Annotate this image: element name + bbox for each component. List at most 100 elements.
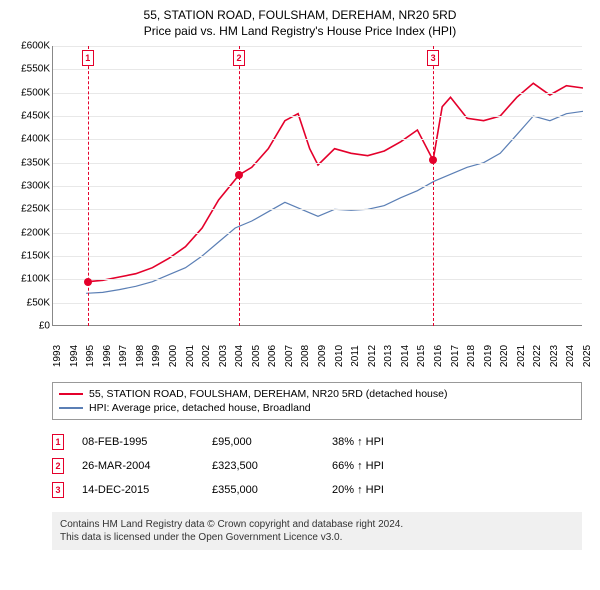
x-tick-label: 2017 bbox=[450, 345, 461, 367]
x-tick-label: 2010 bbox=[334, 345, 345, 367]
marker-dot bbox=[235, 171, 243, 179]
transaction-price: £355,000 bbox=[212, 484, 332, 496]
gridline bbox=[53, 209, 582, 210]
transaction-price: £95,000 bbox=[212, 436, 332, 448]
y-tick-label: £550K bbox=[21, 64, 50, 75]
gridline bbox=[53, 303, 582, 304]
marker-vline bbox=[239, 46, 240, 326]
transaction-pct: 20% ↑ HPI bbox=[332, 484, 452, 496]
legend-swatch bbox=[59, 393, 83, 395]
marker-box: 1 bbox=[82, 50, 94, 66]
x-tick-label: 2008 bbox=[300, 345, 311, 367]
x-tick-label: 2023 bbox=[549, 345, 560, 367]
legend-row: HPI: Average price, detached house, Broa… bbox=[59, 401, 575, 415]
marker-vline bbox=[433, 46, 434, 326]
y-tick-label: £350K bbox=[21, 157, 50, 168]
transaction-date: 14-DEC-2015 bbox=[82, 484, 212, 496]
x-tick-label: 1995 bbox=[85, 345, 96, 367]
gridline bbox=[53, 69, 582, 70]
marker-box: 2 bbox=[233, 50, 245, 66]
legend-swatch bbox=[59, 407, 83, 409]
transaction-table: 1 08-FEB-1995£95,00038% ↑ HPI 2 26-MAR-2004… bbox=[52, 430, 582, 502]
x-tick-label: 1997 bbox=[118, 345, 129, 367]
chart-area: £0 £50K £100K £150K £200K £250K £300K £350K £400… bbox=[10, 46, 590, 376]
x-tick-label: 2001 bbox=[185, 345, 196, 367]
transaction-row: 1 08-FEB-1995£95,00038% ↑ HPI bbox=[52, 430, 582, 454]
x-tick-label: 1994 bbox=[69, 345, 80, 367]
transaction-marker: 3 bbox=[52, 482, 64, 498]
x-tick-label: 2022 bbox=[532, 345, 543, 367]
x-tick-label: 2003 bbox=[218, 345, 229, 367]
x-tick-label: 1993 bbox=[52, 345, 63, 367]
transaction-row: 3 14-DEC-2015£355,00020% ↑ HPI bbox=[52, 478, 582, 502]
transaction-marker: 2 bbox=[52, 458, 64, 474]
x-tick-label: 2007 bbox=[284, 345, 295, 367]
x-tick-label: 2012 bbox=[367, 345, 378, 367]
y-tick-label: £400K bbox=[21, 134, 50, 145]
x-tick-label: 2002 bbox=[201, 345, 212, 367]
title-address: 55, STATION ROAD, FOULSHAM, DEREHAM, NR2… bbox=[10, 8, 590, 22]
x-tick-label: 2005 bbox=[251, 345, 262, 367]
footer-line1: Contains HM Land Registry data © Crown c… bbox=[60, 518, 574, 531]
footer-line2: This data is licensed under the Open Gov… bbox=[60, 531, 574, 544]
chart-titles: 55, STATION ROAD, FOULSHAM, DEREHAM, NR2… bbox=[10, 8, 590, 38]
x-tick-label: 1998 bbox=[135, 345, 146, 367]
x-tick-label: 2021 bbox=[516, 345, 527, 367]
footer-attribution: Contains HM Land Registry data © Crown c… bbox=[52, 512, 582, 550]
transaction-date: 08-FEB-1995 bbox=[82, 436, 212, 448]
y-tick-label: £600K bbox=[21, 41, 50, 52]
transaction-pct: 38% ↑ HPI bbox=[332, 436, 452, 448]
x-tick-label: 2016 bbox=[433, 345, 444, 367]
x-tick-label: 2009 bbox=[317, 345, 328, 367]
y-tick-label: £50K bbox=[27, 297, 50, 308]
transaction-row: 2 26-MAR-2004£323,50066% ↑ HPI bbox=[52, 454, 582, 478]
y-tick-label: £150K bbox=[21, 251, 50, 262]
legend-label: HPI: Average price, detached house, Broa… bbox=[89, 402, 311, 414]
plot-area: 1 2 3 bbox=[52, 46, 582, 326]
y-tick-label: £200K bbox=[21, 227, 50, 238]
marker-box: 3 bbox=[427, 50, 439, 66]
x-tick-label: 2004 bbox=[234, 345, 245, 367]
x-tick-label: 2024 bbox=[565, 345, 576, 367]
y-tick-label: £300K bbox=[21, 181, 50, 192]
marker-dot bbox=[84, 278, 92, 286]
gridline bbox=[53, 46, 582, 47]
gridline bbox=[53, 139, 582, 140]
legend: 55, STATION ROAD, FOULSHAM, DEREHAM, NR2… bbox=[52, 382, 582, 420]
x-tick-label: 1999 bbox=[151, 345, 162, 367]
legend-label: 55, STATION ROAD, FOULSHAM, DEREHAM, NR2… bbox=[89, 388, 447, 400]
y-tick-label: £500K bbox=[21, 87, 50, 98]
gridline bbox=[53, 93, 582, 94]
transaction-price: £323,500 bbox=[212, 460, 332, 472]
y-tick-label: £250K bbox=[21, 204, 50, 215]
gridline bbox=[53, 186, 582, 187]
x-tick-label: 2025 bbox=[582, 345, 593, 367]
gridline bbox=[53, 256, 582, 257]
x-tick-label: 2014 bbox=[400, 345, 411, 367]
gridline bbox=[53, 163, 582, 164]
x-tick-label: 2020 bbox=[499, 345, 510, 367]
transaction-date: 26-MAR-2004 bbox=[82, 460, 212, 472]
x-axis: 1993 1994 1995 1996 1997 1998 1999 2000 2001 2002… bbox=[52, 328, 582, 376]
gridline bbox=[53, 116, 582, 117]
x-tick-label: 2013 bbox=[383, 345, 394, 367]
x-tick-label: 2015 bbox=[416, 345, 427, 367]
x-tick-label: 2018 bbox=[466, 345, 477, 367]
title-subtitle: Price paid vs. HM Land Registry's House … bbox=[10, 24, 590, 38]
x-tick-label: 2019 bbox=[483, 345, 494, 367]
marker-dot bbox=[429, 156, 437, 164]
x-tick-label: 2011 bbox=[350, 345, 361, 367]
x-tick-label: 1996 bbox=[102, 345, 113, 367]
x-tick-label: 2006 bbox=[267, 345, 278, 367]
legend-row: 55, STATION ROAD, FOULSHAM, DEREHAM, NR2… bbox=[59, 387, 575, 401]
y-tick-label: £450K bbox=[21, 111, 50, 122]
y-tick-label: £100K bbox=[21, 274, 50, 285]
y-tick-label: £0 bbox=[39, 321, 50, 332]
transaction-pct: 66% ↑ HPI bbox=[332, 460, 452, 472]
gridline bbox=[53, 279, 582, 280]
x-tick-label: 2000 bbox=[168, 345, 179, 367]
transaction-marker: 1 bbox=[52, 434, 64, 450]
y-axis: £0£50K£100K£150K£200K£250K£300K£350K£400… bbox=[10, 46, 52, 326]
series-line bbox=[88, 83, 583, 281]
gridline bbox=[53, 233, 582, 234]
